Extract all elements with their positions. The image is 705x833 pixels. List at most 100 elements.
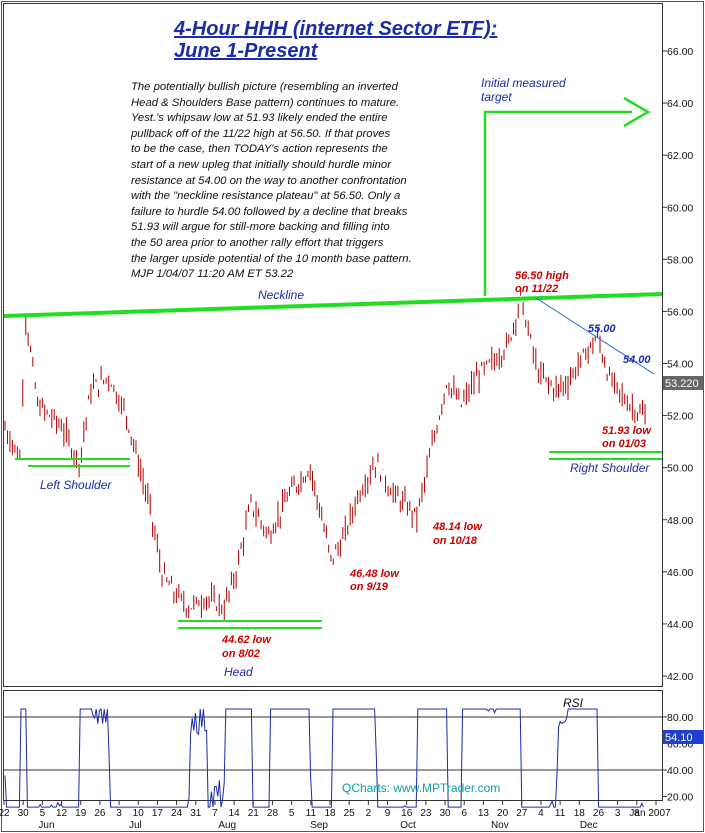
title-line-1: 4-Hour HHH (internet Sector ETF): — [174, 18, 498, 40]
x-tick-label: 2 — [366, 808, 372, 819]
high-label: 56.50 high — [515, 270, 569, 282]
x-tick-label: 22 — [0, 808, 10, 819]
x-tick-label: 27 — [516, 808, 528, 819]
x-tick-label: 30 — [439, 808, 451, 819]
price-tick-label: 54.00 — [667, 359, 693, 371]
right-shoulder-label: Right Shoulder — [570, 461, 650, 475]
price-tick-label: 46.00 — [667, 567, 693, 579]
x-tick-label: 3 — [116, 808, 122, 819]
x-tick-label: 16 — [401, 808, 413, 819]
x-tick-label: 7 — [212, 808, 218, 819]
commentary-line: with the "neckline resistance plateau" a… — [131, 190, 401, 203]
commentary-line: failure to hurdle 54.00 followed by a de… — [131, 205, 408, 218]
neckline-label: Neckline — [258, 288, 304, 302]
target-label-line1: Initial measured — [481, 76, 566, 90]
rsi-tick-label: 40.00 — [667, 765, 693, 777]
recent-low-date-label: on 01/03 — [602, 438, 646, 450]
price-bars — [4, 290, 646, 622]
month-label: Oct — [400, 820, 416, 831]
resistance-54-label: 54.00 — [623, 354, 651, 366]
commentary-line: the larger upside potential of the 10 mo… — [131, 252, 412, 265]
x-tick-label: 11 — [555, 808, 566, 819]
x-tick-label: 12 — [56, 808, 68, 819]
head-low-label: 44.62 low — [221, 634, 272, 646]
x-tick-label: 18 — [324, 808, 336, 819]
price-y-axis: 42.00 44.00 46.00 48.00 50.00 52.00 54.00 56.00… — [662, 46, 693, 683]
title-line-2: June 1-Present — [174, 40, 318, 62]
x-tick-label: 17 — [152, 808, 164, 819]
price-tick-label: 62.00 — [667, 150, 693, 162]
x-tick-label: 20 — [497, 808, 509, 819]
head-label: Head — [224, 665, 253, 679]
x-tick-label: 10 — [133, 808, 145, 819]
rsi-line — [4, 707, 644, 808]
price-tick-label: 60.00 — [667, 202, 693, 214]
left-shoulder-label: Left Shoulder — [40, 478, 112, 492]
downtrend-line — [535, 297, 655, 375]
commentary-line: start of a new upleg that initially shou… — [131, 158, 391, 171]
x-tick-label: 11 — [306, 808, 317, 819]
last-price-value: 53.220 — [665, 378, 699, 390]
rsi-title: RSI — [563, 696, 584, 710]
x-tick-label: 26 — [94, 808, 106, 819]
commentary-line: to be the case, then TODAY's action repr… — [131, 143, 388, 156]
x-tick-label: 14 — [229, 808, 241, 819]
sep-low-label: 46.48 low — [349, 568, 400, 580]
price-tick-label: 58.00 — [667, 254, 693, 266]
x-tick-label: 4 — [538, 808, 544, 819]
commentary-line: Head & Shoulders Base pattern) continues… — [131, 96, 400, 109]
month-label: Nov — [491, 820, 509, 831]
chart-title: 4-Hour HHH (internet Sector ETF): June 1… — [174, 18, 497, 62]
month-label: Aug — [218, 820, 236, 831]
commentary-line: the 50 area prior to another rally effor… — [131, 236, 384, 249]
x-tick-label: 30 — [18, 808, 30, 819]
month-label: Jul — [129, 820, 142, 831]
x-tick-label: Jan 2007 — [629, 808, 671, 819]
x-tick-label: 5 — [289, 808, 295, 819]
x-tick-label: 3 — [615, 808, 621, 819]
oct-low-label: 48.14 low — [432, 521, 483, 533]
oct-low-date-label: on 10/18 — [433, 535, 478, 547]
x-tick-label: 28 — [267, 808, 279, 819]
watermark: QCharts: www.MPTrader.com — [342, 781, 500, 795]
price-tick-label: 52.00 — [667, 411, 693, 423]
month-labels: Jun Jul Aug Sep Oct Nov Dec — [38, 820, 597, 831]
x-tick-label: 21 — [248, 808, 260, 819]
x-tick-label: 26 — [593, 808, 605, 819]
x-tick-label: 25 — [344, 808, 356, 819]
price-tick-label: 48.00 — [667, 515, 693, 527]
commentary: The potentially bullish picture (resembl… — [131, 80, 476, 283]
x-tick-label: 9 — [385, 808, 391, 819]
month-label: Sep — [310, 820, 328, 831]
sep-low-date-label: on 9/19 — [350, 581, 389, 593]
price-tick-label: 64.00 — [667, 98, 693, 110]
resistance-55-label: 55.00 — [588, 323, 616, 335]
commentary-line: pullback off of the 11/22 high at 56.50.… — [131, 127, 391, 140]
x-tick-label: 13 — [478, 808, 490, 819]
head-low-date-label: on 8/02 — [222, 648, 260, 660]
neckline — [3, 292, 663, 318]
x-tick-label: 23 — [420, 808, 432, 819]
commentary-signature: MJP 1/04/07 11:20 AM ET 53.22 — [131, 268, 294, 281]
x-tick-label: 6 — [461, 808, 467, 819]
price-tick-label: 56.00 — [667, 306, 693, 318]
commentary-line: Yest.'s whipsaw low at 51.93 likely ende… — [131, 112, 388, 125]
month-label: Dec — [580, 820, 598, 831]
target-arrow-icon — [623, 96, 651, 128]
commentary-line: The potentially bullish picture (resembl… — [131, 81, 398, 93]
rsi-tick-label: 80.00 — [667, 712, 693, 724]
target-label-line2: target — [481, 90, 512, 104]
x-tick-label: 18 — [574, 808, 586, 819]
last-price-tag — [663, 376, 703, 390]
price-tick-label: 42.00 — [667, 671, 693, 683]
month-label: Jun — [38, 820, 54, 831]
price-tick-label: 44.00 — [667, 619, 693, 631]
x-axis: 22 30 5 12 19 26 3 10 17 24 31 7 14 21 28 5 11 18 25 2 9 16 23… — [0, 800, 671, 819]
x-tick-label: 24 — [171, 808, 183, 819]
rsi-tick-label: 20.00 — [667, 792, 693, 804]
price-tick-label: 66.00 — [667, 46, 693, 58]
x-tick-label: 8 — [634, 808, 640, 819]
